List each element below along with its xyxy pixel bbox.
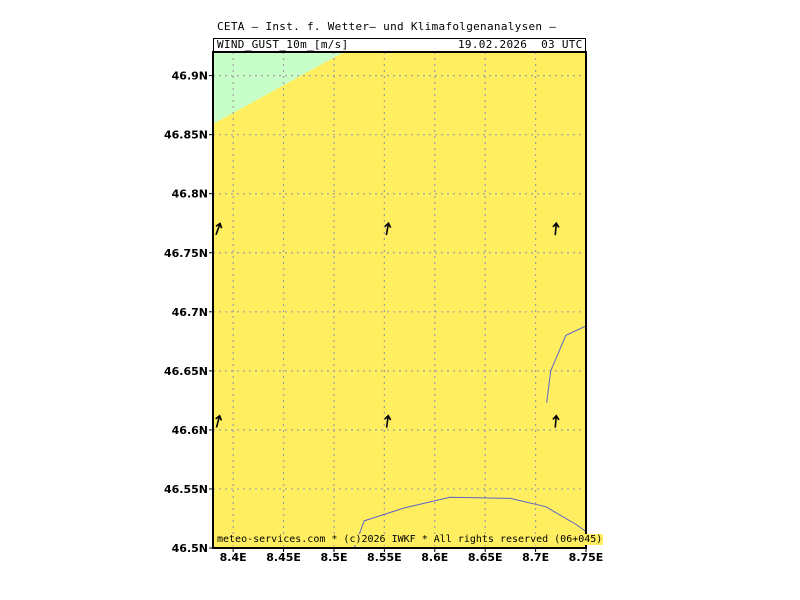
lat-tick-label: 46.6N: [172, 424, 208, 437]
lat-tick-label: 46.65N: [164, 365, 208, 378]
lat-tick-label: 46.85N: [164, 129, 208, 142]
wind-arrow: [215, 414, 223, 428]
lon-tick-label: 8.55E: [367, 551, 402, 564]
variable-header-box: [213, 38, 586, 52]
border-line: [546, 325, 586, 403]
lat-tick-label: 46.7N: [172, 306, 208, 319]
wind-gust-field: [213, 52, 586, 548]
lat-tick-label: 46.8N: [172, 188, 208, 201]
lon-tick-label: 8.5E: [320, 551, 347, 564]
wind-arrow: [384, 221, 392, 236]
graticule: [213, 52, 586, 548]
map-title: CETA — Inst. f. Wetter— und Klimafolgena…: [217, 20, 557, 33]
variable-name: WIND_GUST_10m_[m/s]: [217, 38, 349, 51]
copyright-credit: meteo-services.com * (c)2026 IWKF * All …: [216, 534, 604, 545]
longitude-axis: 8.4E 8.45E 8.5E 8.55E 8.6E 8.65E 8.7E 8.75E: [220, 548, 604, 564]
border-line: [353, 496, 586, 548]
lon-tick-label: 8.7E: [522, 551, 549, 564]
lon-tick-label: 8.6E: [421, 551, 448, 564]
lat-tick-label: 46.5N: [172, 542, 208, 555]
wind-arrow: [384, 414, 392, 428]
lat-tick-label: 46.75N: [164, 247, 208, 260]
lat-tick-label: 46.55N: [164, 483, 208, 496]
wind-arrow: [552, 414, 560, 428]
country-borders: [353, 325, 586, 548]
wind-arrows: [215, 221, 560, 428]
latitude-axis: 46.9N 46.85N 46.8N 46.75N 46.7N 46.65N 46.6N 46…: [164, 70, 213, 555]
lon-tick-label: 8.4E: [220, 551, 247, 564]
map-frame: [212, 51, 587, 549]
low-gust-field: [213, 52, 345, 125]
lon-tick-label: 8.65E: [468, 551, 503, 564]
lon-tick-label: 8.75E: [569, 551, 604, 564]
wind-arrow: [552, 221, 560, 236]
lat-tick-label: 46.9N: [172, 70, 208, 83]
wind-arrow: [215, 222, 223, 236]
valid-time: 19.02.2026 03 UTC: [458, 38, 583, 51]
lon-tick-label: 8.45E: [266, 551, 301, 564]
